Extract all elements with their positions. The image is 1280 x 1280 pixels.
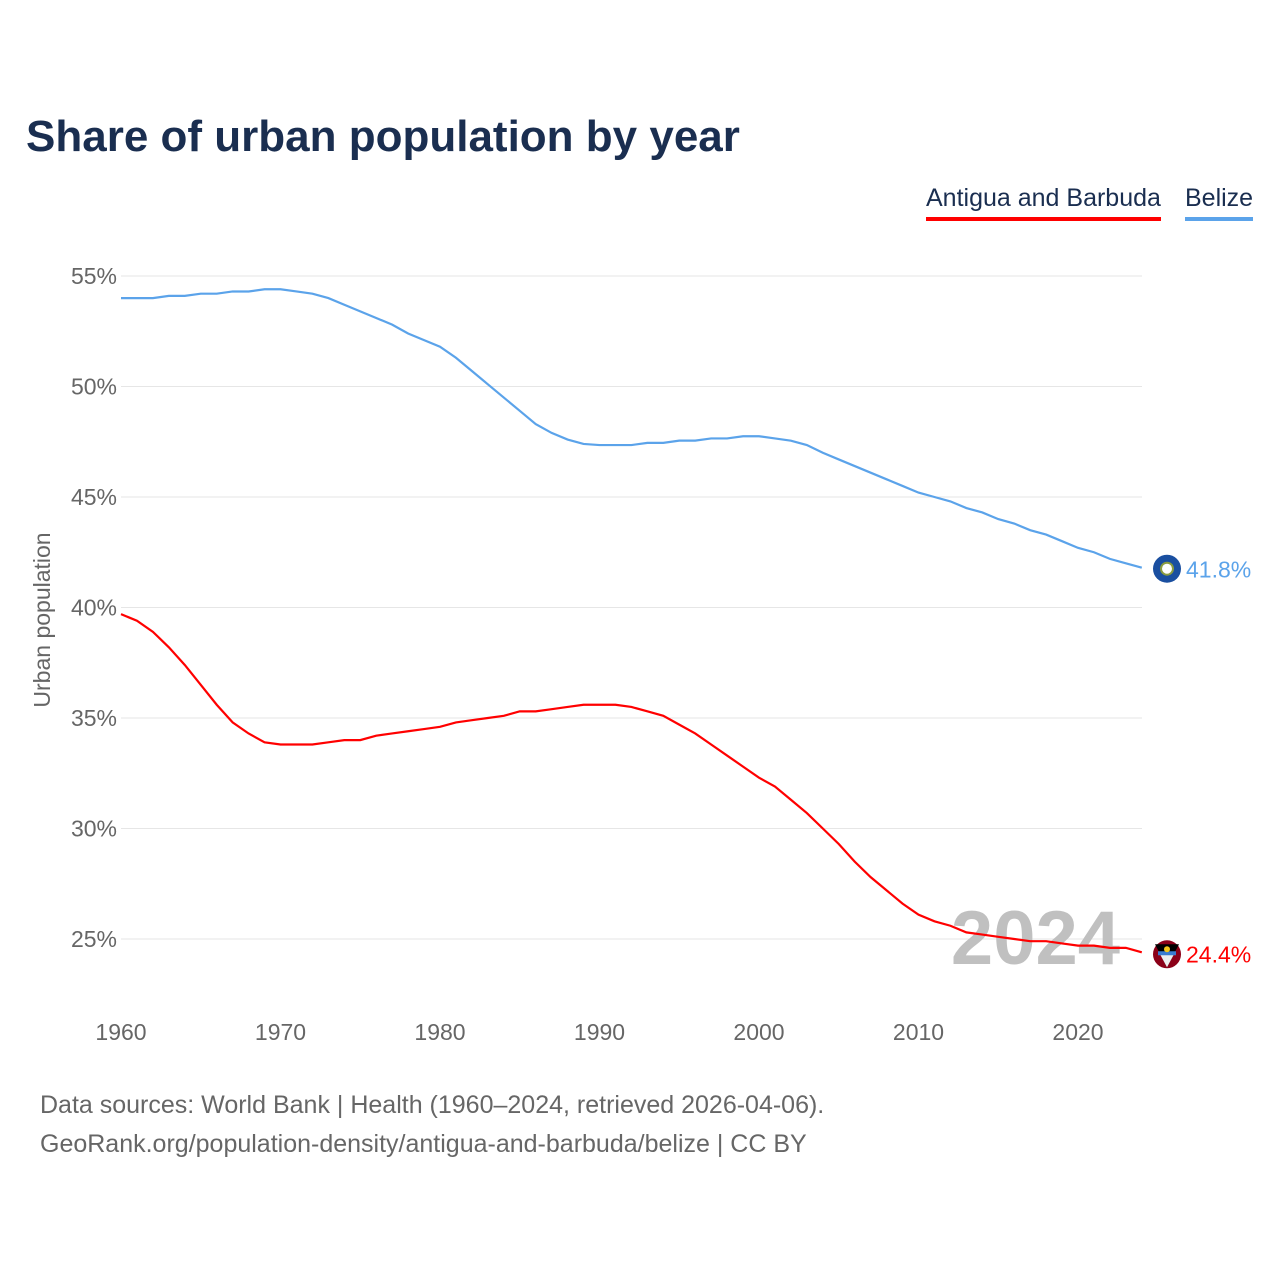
year-watermark: 2024 [951,896,1120,981]
x-tick-label: 2000 [733,1019,784,1045]
antigua-sun-icon [1164,946,1170,953]
x-tick-label: 1990 [574,1019,625,1045]
y-tick-label: 35% [71,705,117,731]
x-tick-label: 1980 [414,1019,465,1045]
x-tick-label: 2020 [1052,1019,1103,1045]
source-text: Data sources: World Bank | Health (1960–… [40,1091,825,1119]
y-tick-label: 50% [71,374,117,400]
series-line-antigua [120,613,1143,954]
y-tick-label: 30% [71,816,117,842]
y-tick-label: 40% [71,595,117,621]
attribution-link[interactable]: GeoRank.org/population-density/antigua-a… [40,1130,807,1158]
antigua-flag-blue [1158,951,1176,956]
series-line-belize [121,288,1143,569]
end-value-label: 24.4% [1186,941,1251,967]
x-tick-label: 1970 [255,1019,306,1045]
y-tick-label: 25% [71,926,117,952]
antigua-flag-white [1160,954,1174,968]
y-tick-label: 45% [71,484,117,510]
x-tick-label: 1960 [95,1019,146,1045]
chart-title: Share of urban population by year [26,112,740,161]
footer: Data sources: World Bank | Health (1960–… [40,1086,824,1164]
legend-belize[interactable]: Belize [1185,184,1254,221]
x-tick-label: 2010 [893,1019,944,1045]
y-axis-label: Urban population [29,532,55,707]
y-tick-label: 55% [71,263,117,289]
legend-antigua-and-barbuda[interactable]: Antigua and Barbuda [926,184,1161,221]
belize-emblem-icon [1160,561,1174,576]
end-value-label: 41.8% [1186,557,1251,583]
